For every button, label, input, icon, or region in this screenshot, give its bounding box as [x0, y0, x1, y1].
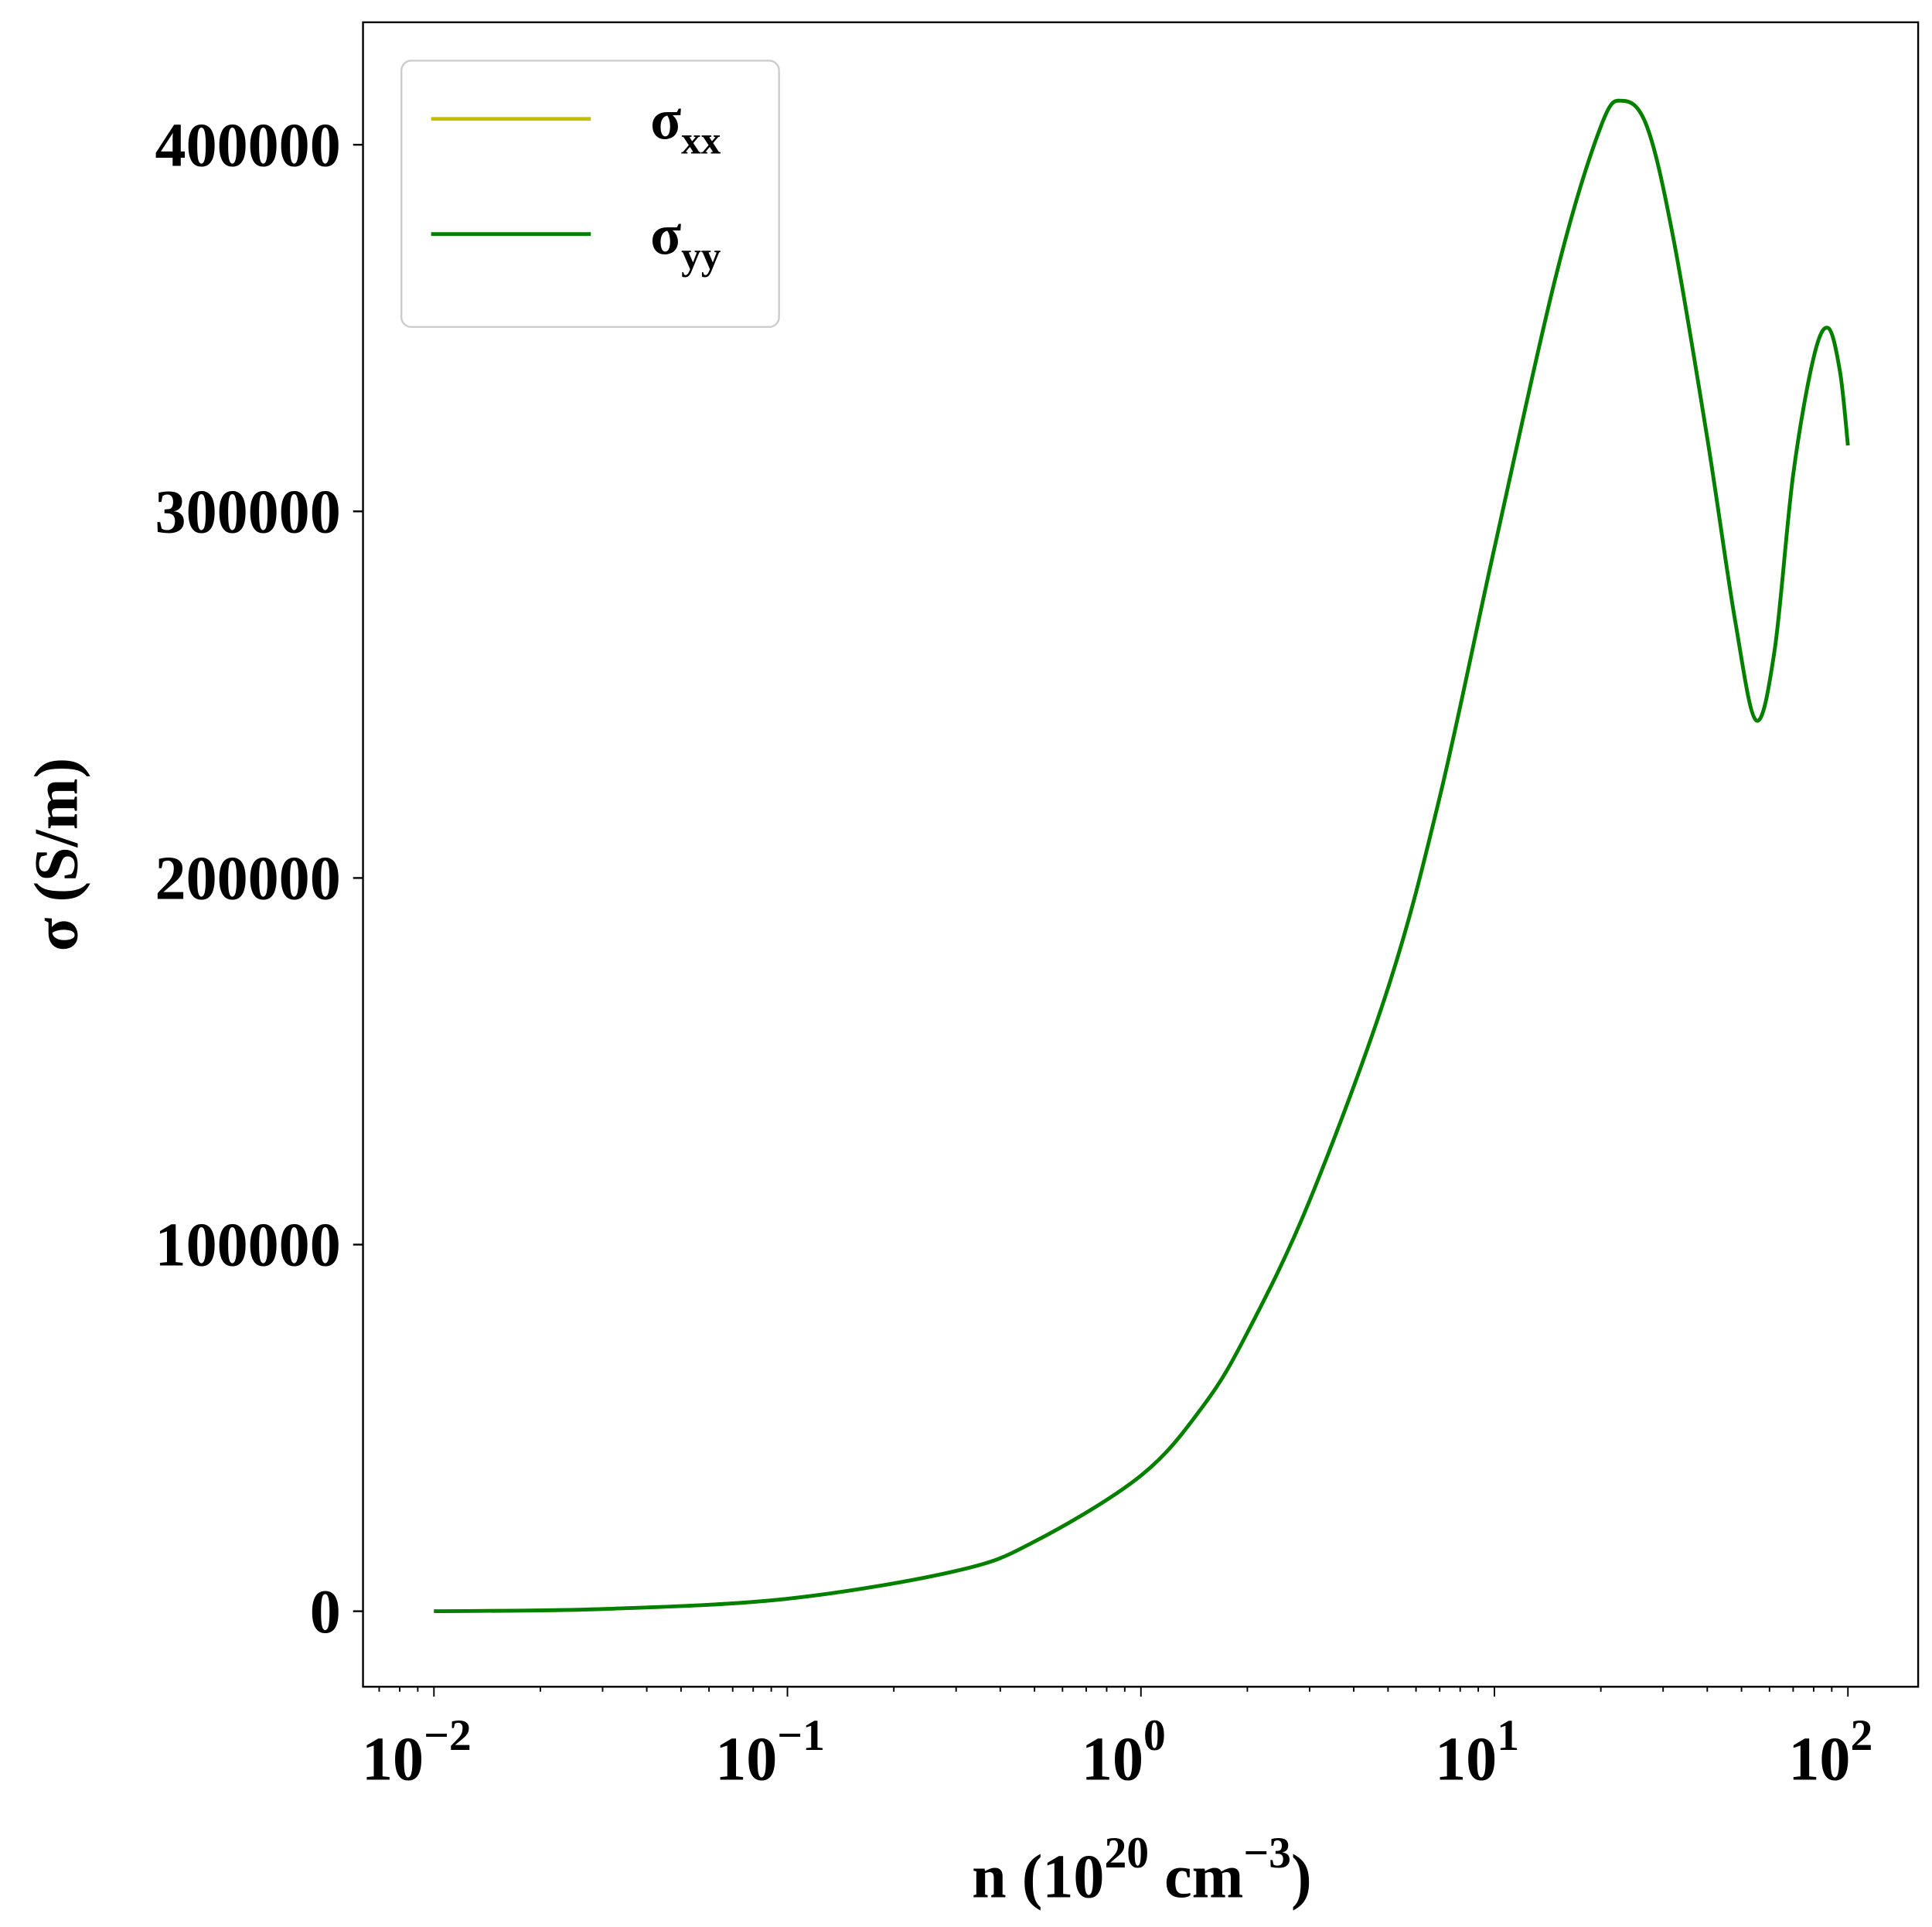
legend-label-sxx: σxx [650, 87, 721, 162]
legend-box [400, 60, 780, 329]
y-tick-label: 100000 [155, 1212, 341, 1280]
x-tick-label: 10−1 [715, 1711, 825, 1793]
x-tick-label: 101 [1435, 1711, 1519, 1793]
legend-label-syy: σyy [650, 203, 721, 278]
x-tick-label: 100 [1082, 1711, 1166, 1793]
x-tick-label: 102 [1788, 1711, 1872, 1793]
plot-frame [362, 21, 1920, 1688]
y-axis-label: σ (S/m) [23, 758, 91, 951]
y-tick-label: 0 [310, 1578, 341, 1646]
series-line-syy [434, 98, 1850, 1614]
series-lines [434, 98, 1850, 1614]
x-axis-label: n (1020 cm−3) [972, 1829, 1312, 1911]
legend: σxx σyy [400, 60, 780, 329]
y-tick-label: 300000 [155, 479, 341, 547]
x-tick-label: 10−2 [362, 1711, 472, 1793]
y-tick-label: 400000 [155, 111, 341, 179]
y-tick-label: 200000 [155, 845, 341, 913]
ticks: 0 100000 200000 300000 400000 10−2 10−1 100 101 1… [155, 111, 1873, 1793]
